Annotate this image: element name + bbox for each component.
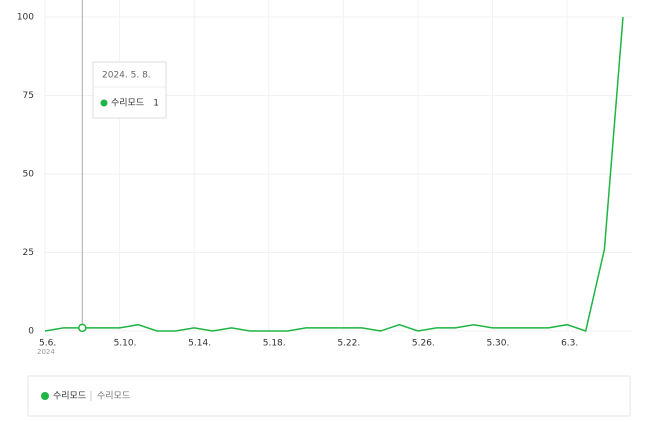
legend-keywords: 수리모드 <box>97 391 130 402</box>
x-tick-label: 6.3. <box>561 339 578 349</box>
y-tick-label: 25 <box>23 248 34 258</box>
line <box>44 16 624 332</box>
x-tick-label: 5.26. <box>412 339 435 349</box>
tooltip-marker <box>100 99 108 107</box>
x-tick-label: 5.6. <box>39 339 56 349</box>
tooltip-date: 2024. 5. 8. <box>102 71 151 81</box>
x-tick-label: 5.18. <box>263 339 286 349</box>
x-tick-label: 5.30. <box>486 339 509 349</box>
y-tick-label: 50 <box>23 170 35 180</box>
x-year-label: 2024 <box>37 348 55 356</box>
y-tick-label: 0 <box>28 327 34 337</box>
x-tick-label: 5.22. <box>337 339 360 349</box>
legend-marker <box>41 392 49 400</box>
tooltip-value: 1 <box>153 99 159 109</box>
x-tick-label: 5.10. <box>114 339 137 349</box>
x-tick-label: 5.14. <box>188 339 211 349</box>
y-tick-label: 100 <box>17 13 34 23</box>
tooltip-box <box>92 61 167 119</box>
legend-box <box>27 375 631 417</box>
hover-point <box>78 323 87 333</box>
tooltip: 2024. 5. 8. 수리모드 1 <box>92 61 167 119</box>
legend-label[interactable]: 수리모드 <box>53 391 86 402</box>
tooltip-series: 수리모드 <box>111 98 144 109</box>
y-tick-label: 75 <box>23 91 34 101</box>
